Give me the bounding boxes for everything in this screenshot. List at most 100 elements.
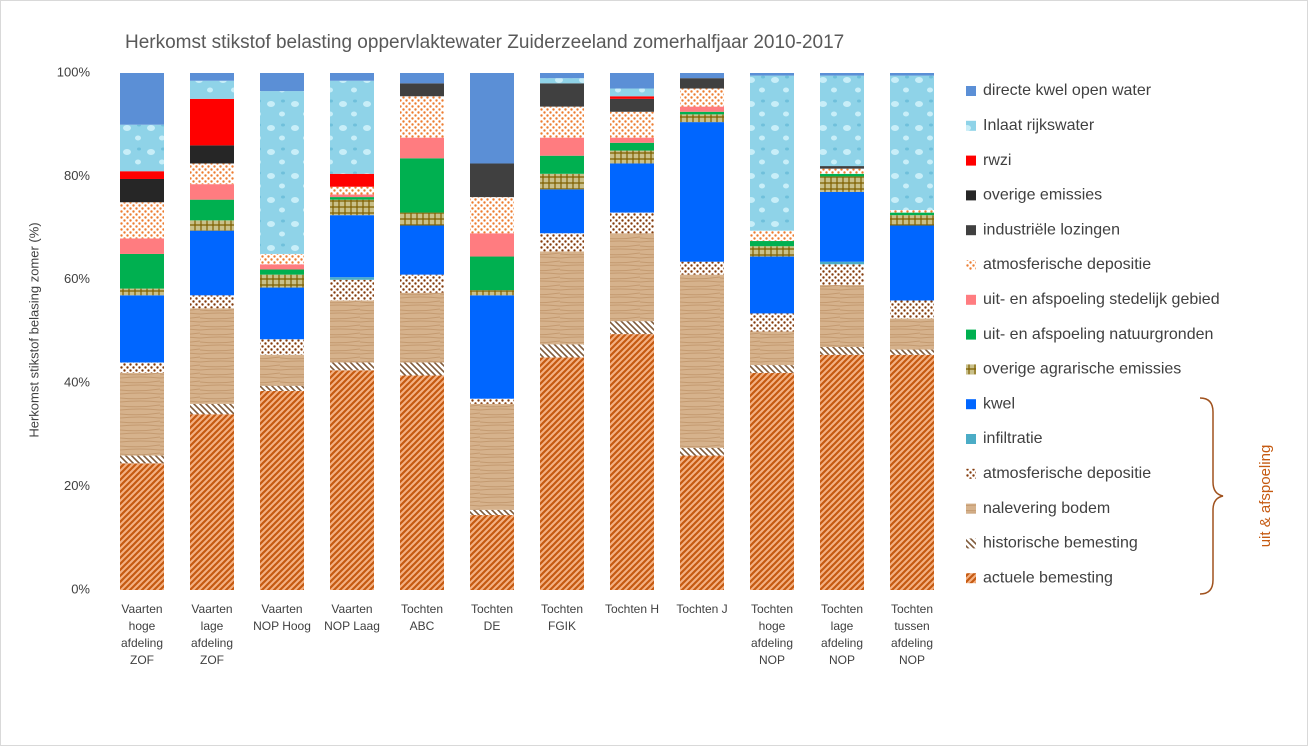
bar-segment	[120, 372, 164, 456]
bar-segment	[680, 88, 724, 107]
bar-segment	[330, 300, 374, 363]
bar-segment	[750, 246, 794, 257]
bar-segment	[190, 230, 234, 296]
bar-segment	[540, 83, 584, 107]
bar-segment	[260, 354, 304, 386]
bar-segment	[120, 73, 164, 125]
bar-segment	[890, 300, 934, 319]
bar-segment	[470, 403, 514, 510]
legend-swatch	[966, 538, 976, 549]
bar-segment	[680, 78, 724, 89]
bar-segment	[470, 295, 514, 399]
legend-label: industriële lozingen	[983, 221, 1120, 238]
bar-segment	[820, 261, 864, 265]
bar-segment	[610, 98, 654, 112]
bar-segment	[400, 292, 444, 363]
bar-segment	[190, 73, 234, 81]
legend-swatch	[966, 399, 976, 410]
bar-segment	[190, 145, 234, 164]
bar-segment	[330, 277, 374, 280]
bar-segment	[890, 318, 934, 350]
bar-segment	[470, 163, 514, 198]
bar-segment	[260, 73, 304, 92]
bar-segment	[400, 137, 444, 159]
x-tick-label: Tochten FGIK	[541, 602, 583, 633]
legend-swatch	[966, 364, 976, 375]
bar-segment	[330, 80, 374, 174]
bar-segment	[610, 321, 654, 335]
bar-segment	[330, 199, 374, 216]
bar-segment	[260, 91, 304, 254]
bar-segment	[190, 414, 234, 590]
bar-segment	[260, 385, 304, 391]
annotation: uit & afspoeling	[1257, 445, 1274, 548]
bar-segment	[190, 80, 234, 99]
bar-segment	[120, 455, 164, 464]
bar-segment	[750, 73, 794, 76]
legend-swatch	[966, 190, 976, 201]
bar-segment	[260, 390, 304, 590]
bar-segment	[540, 173, 584, 190]
bar-segment	[820, 176, 864, 192]
bar-segment	[260, 264, 304, 270]
legend-swatch	[966, 434, 976, 444]
bar-segment	[610, 137, 654, 143]
bar-segment	[330, 73, 374, 81]
legend-label: kwel	[983, 395, 1015, 412]
legend-label: nalevering bodem	[983, 500, 1110, 517]
bar-segment	[750, 256, 794, 314]
x-tick-label: Tochten tussen afdeling NOP	[891, 602, 933, 667]
bar-segment	[820, 166, 864, 169]
bar-segment	[750, 313, 794, 332]
bar-segment	[470, 290, 514, 296]
bar-segment	[400, 212, 444, 226]
legend-label: actuele bemesting	[983, 569, 1113, 586]
x-tick-label: Tochten DE	[471, 602, 513, 633]
bar-segment	[680, 261, 724, 275]
bar-segment	[610, 233, 654, 322]
bar-segment	[260, 274, 304, 288]
legend-label: rwzi	[983, 152, 1011, 169]
bar-segment	[540, 344, 584, 358]
bar-segment	[190, 308, 234, 404]
bar-segment	[470, 197, 514, 234]
legend-swatch	[966, 260, 976, 270]
bar-segment	[890, 349, 934, 355]
bar-segment	[400, 362, 444, 376]
bar-segment	[120, 124, 164, 172]
legend-swatch	[966, 503, 976, 514]
bar-segment	[750, 241, 794, 247]
x-tick-label: Vaarten hoge afdeling ZOF	[121, 602, 163, 667]
legend-swatch	[966, 329, 976, 340]
bar-segment	[120, 238, 164, 254]
bar-segment	[680, 111, 724, 115]
y-tick-label: 20%	[64, 478, 90, 493]
bar-segment	[120, 202, 164, 239]
bar-segment	[330, 173, 374, 187]
bar-segment	[750, 230, 794, 242]
bar-segment	[260, 253, 304, 265]
bar-segment	[120, 295, 164, 363]
legend-swatch	[966, 86, 976, 96]
bar-segment	[750, 372, 794, 590]
bar-segment	[260, 269, 304, 275]
bar-segment	[680, 455, 724, 590]
bar-segment	[610, 142, 654, 151]
bar-segment	[470, 73, 514, 164]
bar-segment	[680, 122, 724, 262]
bar-segment	[330, 370, 374, 590]
bar-segment	[330, 186, 374, 195]
bar-segment	[680, 114, 724, 123]
x-tick-label: Tochten J	[676, 602, 727, 616]
y-tick-label: 80%	[64, 168, 90, 183]
bar-segment	[540, 137, 584, 156]
x-tick-label: Vaarten NOP Laag	[324, 602, 380, 633]
bar-segment	[820, 347, 864, 355]
bar-segment	[610, 212, 654, 234]
bar-segment	[120, 362, 164, 373]
y-tick-label: 40%	[64, 375, 90, 390]
legend-label: uit- en afspoeling stedelijk gebied	[983, 291, 1220, 308]
x-tick-label: Tochten hoge afdeling NOP	[751, 602, 793, 667]
bar-segment	[330, 194, 374, 198]
